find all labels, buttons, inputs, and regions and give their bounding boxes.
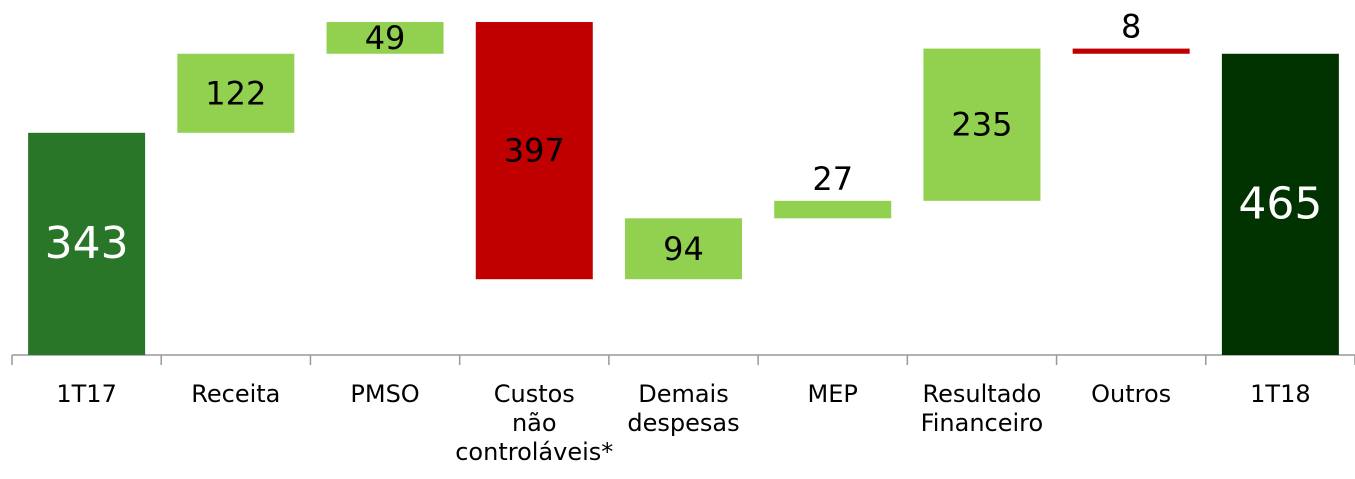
x-tick-label: 1T18 xyxy=(1250,380,1311,408)
value-label: 94 xyxy=(663,230,704,268)
x-tick-label: Resultado Financeiro xyxy=(920,380,1044,437)
value-label: 465 xyxy=(1238,178,1322,229)
bar xyxy=(475,22,593,280)
x-tick-label: Demais despesas xyxy=(627,380,740,437)
bar xyxy=(625,218,742,280)
x-tick-label: MEP xyxy=(807,380,858,408)
bar xyxy=(28,132,146,355)
x-tick-label: PMSO xyxy=(350,380,420,408)
x-tick-label: 1T17 xyxy=(56,380,117,408)
x-tick-label: Receita xyxy=(191,380,281,408)
value-label: 397 xyxy=(504,132,565,170)
x-tick-label: Outros xyxy=(1091,380,1172,408)
value-label: 235 xyxy=(951,106,1012,144)
value-label: 49 xyxy=(365,19,406,57)
bar xyxy=(923,48,1041,201)
value-label: 343 xyxy=(45,218,129,269)
value-label: 27 xyxy=(812,160,853,198)
bar xyxy=(1221,53,1339,355)
bar xyxy=(774,200,892,219)
value-label: 122 xyxy=(205,74,266,112)
bar xyxy=(177,53,295,133)
bar xyxy=(326,22,444,54)
value-label: 8 xyxy=(1121,8,1141,46)
x-tick-label: Custos não controláveis* xyxy=(455,380,614,466)
bar xyxy=(1072,48,1190,54)
